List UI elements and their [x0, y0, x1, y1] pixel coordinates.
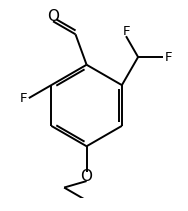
Text: F: F — [164, 51, 172, 64]
Text: O: O — [47, 9, 59, 24]
Text: O: O — [81, 169, 93, 184]
Text: F: F — [20, 92, 28, 105]
Text: F: F — [122, 25, 130, 38]
